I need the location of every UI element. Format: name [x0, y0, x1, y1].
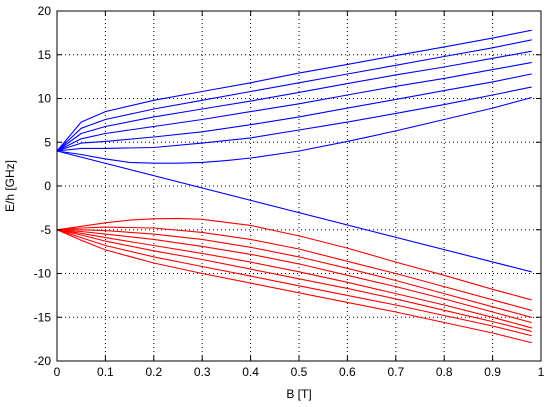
series-line-upper-6: [56, 86, 532, 152]
x-tick-label: 0.1: [97, 365, 114, 379]
x-tick-label: 0.3: [194, 365, 211, 379]
x-tick-label: 0.9: [484, 365, 501, 379]
x-tick-label: 0: [54, 365, 61, 379]
y-tick-label: -5: [40, 223, 51, 237]
series-line-upper-1: [56, 29, 532, 152]
series-line-upper-3: [56, 50, 532, 152]
series-line-upper-4: [56, 62, 532, 152]
x-tick-labels: 0 0.1 0.2 0.3 0.4 0.5 0.6 0.7 0.8 0.9 1: [54, 365, 545, 379]
series-line-lower-11: [56, 229, 532, 318]
grid: [57, 11, 541, 361]
series-line-upper-2: [56, 39, 532, 152]
series-line-lower-16: [56, 229, 532, 344]
series-line-upper-8: [56, 150, 532, 273]
series-line-upper-7: [56, 97, 532, 164]
ticks: [56, 10, 542, 362]
series-line-lower-15: [56, 229, 532, 337]
y-tick-label: -15: [34, 310, 52, 324]
x-tick-label: 0.5: [291, 365, 308, 379]
x-tick-label: 0.7: [387, 365, 404, 379]
y-tick-label: 15: [38, 48, 52, 62]
y-tick-label: 5: [44, 135, 51, 149]
y-tick-label: 10: [38, 92, 52, 106]
y-tick-labels: -20 -15 -10 -5 0 5 10 15 20: [34, 4, 52, 368]
y-axis-title: E/h [GHz]: [3, 160, 17, 212]
x-tick-label: 0.8: [436, 365, 453, 379]
series-line-upper-5: [56, 73, 532, 152]
x-axis-title: B [T]: [286, 387, 311, 401]
series-line-lower-10: [56, 226, 532, 311]
series-line-lower-14: [56, 229, 532, 332]
series-line-lower-12: [56, 229, 532, 324]
y-tick-label: -10: [34, 267, 52, 281]
x-tick-label: 0.6: [339, 365, 356, 379]
series-line-lower-9: [56, 217, 532, 301]
series-group: [56, 29, 532, 344]
x-tick-label: 0.4: [242, 365, 259, 379]
y-tick-label: 0: [44, 179, 51, 193]
series-line-lower-13: [56, 229, 532, 329]
x-tick-label: 1: [538, 365, 545, 379]
x-tick-label: 0.2: [145, 365, 162, 379]
y-tick-label: 20: [38, 4, 52, 18]
y-tick-label: -20: [34, 354, 52, 368]
